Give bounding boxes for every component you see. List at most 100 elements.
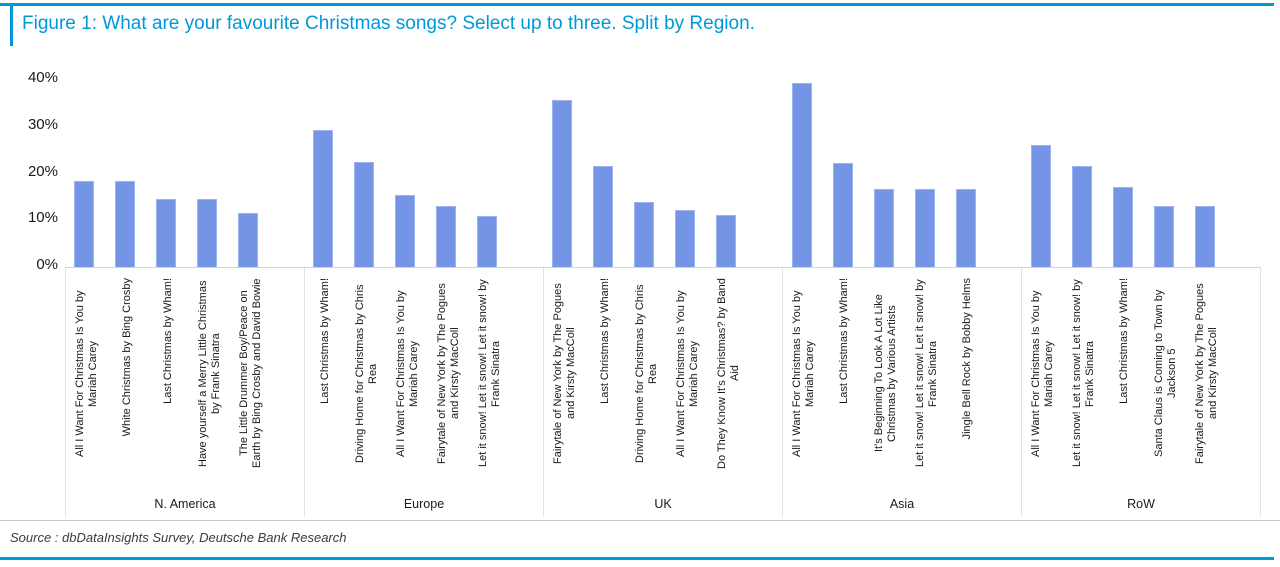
region-label-group: All I Want For Christmas Is You by Maria…	[783, 268, 1022, 517]
song-label: All I Want For Christmas Is You by Maria…	[394, 290, 420, 457]
song-label-row: All I Want For Christmas Is You by Maria…	[783, 268, 1021, 492]
bar	[115, 181, 135, 267]
region-name: Asia	[889, 497, 915, 511]
song-label: Last Christmas by Wham!	[599, 278, 611, 404]
song-label-cell: Driving Home for Christmas by Chris Rea	[346, 268, 387, 492]
song-label-cell: Last Christmas by Wham!	[1104, 268, 1145, 492]
region-name: N. America	[154, 497, 216, 511]
song-label-cell: Do They Know It's Christmas? by Band Aid	[708, 268, 749, 492]
figure-title: Figure 1: What are your favourite Christ…	[22, 13, 755, 34]
song-label: It's Beginning To Look A Lot Like Christ…	[872, 294, 898, 453]
bar	[156, 199, 176, 267]
region-group	[304, 80, 543, 267]
region-label-group: All I Want For Christmas Is You by Maria…	[1022, 268, 1261, 517]
song-label: All I Want For Christmas Is You by Maria…	[73, 290, 99, 457]
region-name: UK	[654, 497, 672, 511]
song-label: Let it snow! Let it snow! Let it snow! b…	[1070, 279, 1096, 468]
bar	[832, 163, 853, 267]
song-label: Fairytale of New York by The Pogues and …	[551, 283, 577, 464]
y-tick-label: 30%	[27, 115, 58, 133]
y-tick-label: 40%	[27, 69, 58, 86]
bar	[354, 162, 375, 267]
title-left-accent-line	[10, 3, 13, 46]
bottom-border-line	[0, 557, 1274, 560]
song-label-row: Last Christmas by Wham! Driving Home for …	[305, 268, 543, 492]
song-label-cell: Have yourself a Merry Little Christmas b…	[189, 268, 230, 492]
y-axis: 0% 10% 20% 30% 40%	[0, 0, 58, 280]
song-label-cell: Fairytale of New York by The Pogues and …	[428, 268, 469, 492]
song-label-cell: All I Want For Christmas Is You by Maria…	[783, 268, 824, 492]
y-tick-label: 20%	[27, 162, 58, 180]
song-label: Driving Home for Christmas by Chris Rea	[353, 284, 379, 463]
category-axis-area: All I Want For Christmas Is You by Maria…	[65, 267, 1261, 517]
bar	[477, 216, 498, 267]
song-label: Driving Home for Christmas by Chris Rea	[633, 284, 659, 463]
song-label-cell: It's Beginning To Look A Lot Like Christ…	[865, 268, 906, 492]
song-label-cell: Santa Claus is Coming to Town by Jackson…	[1145, 268, 1186, 492]
song-label: Let it snow! Let it snow! Let it snow! b…	[476, 279, 502, 468]
song-label: Have yourself a Merry Little Christmas b…	[196, 280, 222, 467]
song-label-cell: Jingle Bell Rock by Bobby Helms	[947, 268, 988, 492]
song-label: Last Christmas by Wham!	[1118, 278, 1130, 404]
song-label-cell: Driving Home for Christmas by Chris Rea	[626, 268, 667, 492]
bar	[716, 215, 737, 267]
bar	[436, 206, 457, 267]
song-label-cell: Let it snow! Let it snow! Let it snow! b…	[469, 268, 510, 492]
bar	[914, 189, 935, 267]
song-label: Do They Know It's Christmas? by Band Aid	[715, 278, 741, 469]
song-label: Santa Claus is Coming to Town by Jackson…	[1152, 289, 1178, 458]
song-label-cell: Fairytale of New York by The Pogues and …	[544, 268, 585, 492]
song-label: All I Want For Christmas Is You by Maria…	[1029, 290, 1055, 457]
song-label-cell: Fairytale of New York by The Pogues and …	[1186, 268, 1227, 492]
song-label: Last Christmas by Wham!	[319, 278, 331, 404]
song-label-cell: Let it snow! Let it snow! Let it snow! b…	[1063, 268, 1104, 492]
region-name: Europe	[403, 497, 445, 511]
footer-separator-line	[0, 520, 1280, 521]
region-group	[783, 80, 1022, 267]
bar	[1153, 206, 1174, 267]
song-label: All I Want For Christmas Is You by Maria…	[674, 290, 700, 457]
plot-area	[65, 80, 1261, 267]
song-label-cell: Last Christmas by Wham!	[305, 268, 346, 492]
song-label-cell: All I Want For Christmas Is You by Maria…	[1022, 268, 1063, 492]
bar	[1194, 206, 1215, 267]
song-label: White Christmas by Bing Crosby	[121, 278, 133, 437]
region-group	[65, 80, 304, 267]
song-label-row: All I Want For Christmas Is You by Maria…	[1022, 268, 1260, 492]
song-label: Let it snow! Let it snow! Let it snow! b…	[913, 279, 939, 468]
song-label-cell: All I Want For Christmas Is You by Maria…	[387, 268, 428, 492]
song-label-cell: Last Christmas by Wham!	[585, 268, 626, 492]
bar	[1030, 145, 1051, 267]
bar	[1112, 187, 1133, 267]
song-label-cell: Let it snow! Let it snow! Let it snow! b…	[906, 268, 947, 492]
bar	[791, 83, 812, 267]
region-label-group: Fairytale of New York by The Pogues and …	[544, 268, 783, 517]
song-label-cell: All I Want For Christmas Is You by Maria…	[66, 268, 107, 492]
song-label-cell: All I Want For Christmas Is You by Maria…	[667, 268, 708, 492]
region-label-group: Last Christmas by Wham! Driving Home for …	[305, 268, 544, 517]
song-label: Last Christmas by Wham!	[162, 278, 174, 404]
song-label: The Little Drummer Boy/Peace on Earth by…	[237, 278, 263, 469]
source-text: Source : dbDataInsights Survey, Deutsche…	[10, 530, 347, 545]
bar	[634, 202, 655, 267]
song-label-cell: Last Christmas by Wham!	[824, 268, 865, 492]
bar	[395, 195, 416, 267]
y-tick-label: 10%	[27, 209, 58, 227]
song-label-cell: White Christmas by Bing Crosby	[107, 268, 148, 492]
bar	[74, 181, 94, 267]
bar	[955, 189, 976, 267]
bar	[238, 213, 258, 267]
bar	[552, 100, 573, 267]
song-label-cell: The Little Drummer Boy/Peace on Earth by…	[230, 268, 271, 492]
song-label: Jingle Bell Rock by Bobby Helms	[961, 278, 973, 440]
song-label-row: Fairytale of New York by The Pogues and …	[544, 268, 782, 492]
song-label: Last Christmas by Wham!	[838, 278, 850, 404]
song-label: All I Want For Christmas Is You by Maria…	[790, 290, 816, 457]
song-label: Fairytale of New York by The Pogues and …	[435, 283, 461, 464]
bar	[593, 166, 614, 267]
region-label-group: All I Want For Christmas Is You by Maria…	[66, 268, 305, 517]
song-label-cell: Last Christmas by Wham!	[148, 268, 189, 492]
song-label-row: All I Want For Christmas Is You by Maria…	[66, 268, 304, 492]
bar	[873, 189, 894, 267]
